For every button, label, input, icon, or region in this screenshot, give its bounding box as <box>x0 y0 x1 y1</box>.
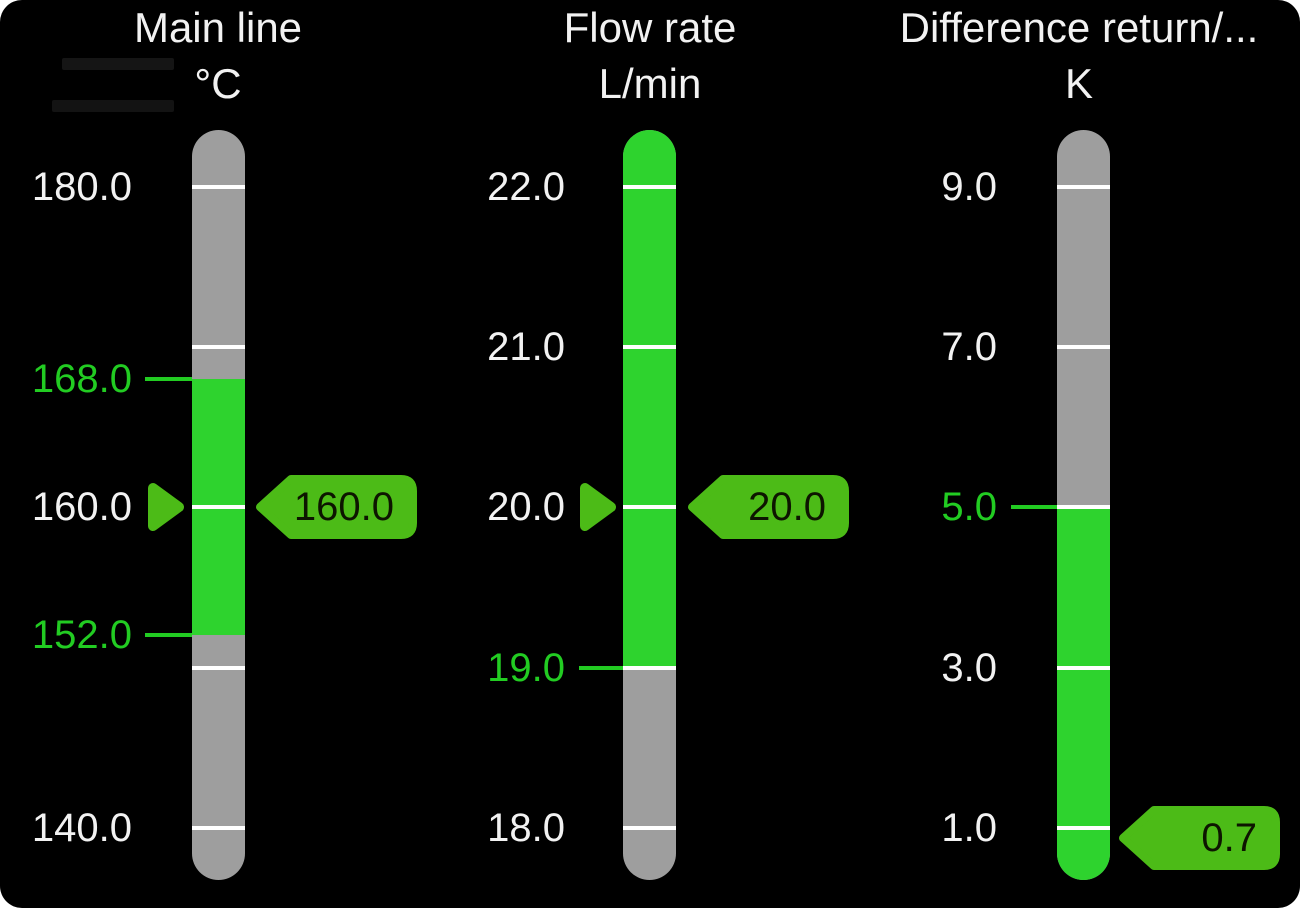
value-tag-arrow-icon <box>688 475 849 539</box>
value-tag-label: 0.7 <box>1201 816 1257 860</box>
major-tick <box>623 345 676 349</box>
limit-tick-label: 152.0 <box>31 613 132 657</box>
tick-label: 22.0 <box>487 165 565 209</box>
major-tick <box>1057 345 1110 349</box>
value-tag: 20.0 <box>685 472 852 542</box>
low-limit-line <box>145 633 192 637</box>
tick-label: 9.0 <box>941 165 997 209</box>
tick-label: 18.0 <box>487 806 565 850</box>
major-tick <box>192 505 245 509</box>
major-tick <box>1057 666 1110 670</box>
value-pointer-icon <box>580 483 616 531</box>
tick-label: 160.0 <box>31 485 132 529</box>
green-zone-segment <box>1057 507 1110 880</box>
gauge-title: Difference return/... <box>899 4 1259 51</box>
value-tag: 160.0 <box>253 472 420 542</box>
gauge-unit: °C <box>194 60 242 107</box>
tick-label: 20.0 <box>487 485 565 529</box>
green-zone-segment <box>623 130 676 668</box>
high-limit-line <box>1011 505 1057 509</box>
value-tag-label: 160.0 <box>293 485 394 529</box>
tick-label: 7.0 <box>941 325 997 369</box>
major-tick <box>192 826 245 830</box>
major-tick <box>623 185 676 189</box>
ghost-artifact <box>52 100 174 112</box>
gauge-unit: K <box>1064 60 1093 107</box>
value-tag-label: 20.0 <box>748 485 826 529</box>
limit-tick-label: 168.0 <box>31 357 132 401</box>
gauge-unit: L/min <box>598 60 702 107</box>
value-tag: 0.7 <box>1116 803 1283 873</box>
gauge-bar <box>1057 130 1110 880</box>
major-tick <box>623 505 676 509</box>
major-tick <box>1057 826 1110 830</box>
gauge-title: Main line <box>133 4 303 51</box>
tick-label: 180.0 <box>31 165 132 209</box>
value-tag-arrow-icon <box>1119 806 1280 870</box>
limit-tick-label: 19.0 <box>487 646 565 690</box>
value-pointer-icon <box>148 483 184 531</box>
high-limit-line <box>145 377 192 381</box>
gauge-bar <box>623 130 676 880</box>
major-tick <box>1057 185 1110 189</box>
tick-label: 21.0 <box>487 325 565 369</box>
tick-label: 1.0 <box>941 806 997 850</box>
gauge-title: Flow rate <box>563 4 737 51</box>
ghost-artifact <box>62 58 174 70</box>
gauge-bar <box>192 130 245 880</box>
major-tick <box>192 185 245 189</box>
major-tick <box>623 666 676 670</box>
major-tick <box>1057 505 1110 509</box>
major-tick <box>192 666 245 670</box>
tick-label: 3.0 <box>941 646 997 690</box>
tick-label: 140.0 <box>31 806 132 850</box>
major-tick <box>623 826 676 830</box>
value-tag-arrow-icon <box>256 475 417 539</box>
limit-tick-label: 5.0 <box>941 485 997 529</box>
low-limit-line <box>579 666 623 670</box>
major-tick <box>192 345 245 349</box>
